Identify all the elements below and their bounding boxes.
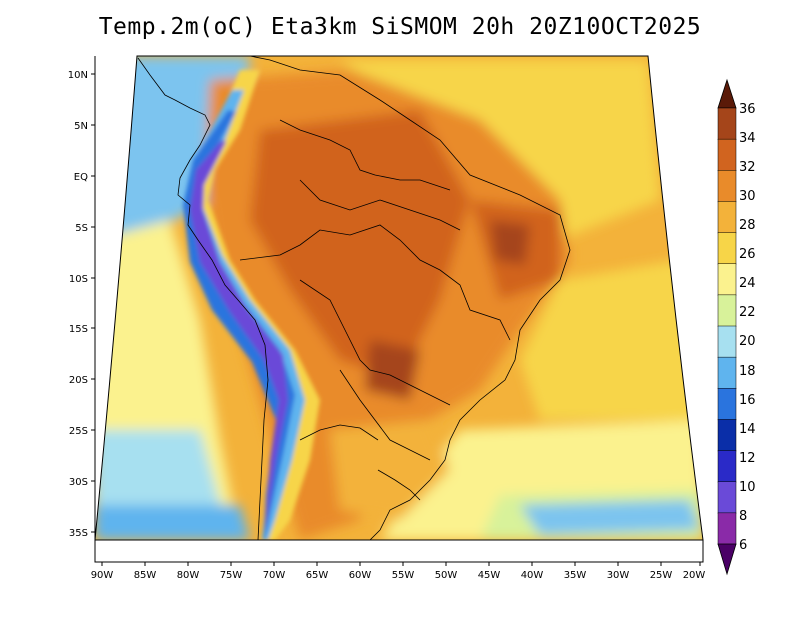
colorbar-label: 32 [739, 160, 756, 175]
colorbar-label: 12 [739, 451, 756, 466]
lon-label: 25W [650, 570, 673, 581]
colorbar-bin [717, 170, 737, 203]
colorbar-label: 18 [739, 364, 756, 379]
lon-label: 55W [392, 570, 415, 581]
colorbar-label: 14 [739, 422, 756, 437]
colorbar-label: 6 [739, 538, 747, 553]
colorbar-bin [717, 356, 737, 390]
lat-label: 30S [69, 477, 88, 488]
lon-label: 50W [435, 570, 458, 581]
lat-label: 20S [69, 375, 88, 386]
lat-label: 10N [68, 70, 88, 81]
colorbar-label: 34 [739, 131, 756, 146]
colorbar-bin [717, 325, 737, 358]
colorbar-label: 28 [739, 218, 756, 233]
colorbar-label: 16 [739, 393, 756, 408]
lat-ticks [91, 73, 95, 533]
colorbar-bin [717, 388, 737, 421]
lat-label: 35S [69, 528, 88, 539]
lon-label: 70W [263, 570, 286, 581]
lon-label: 45W [478, 570, 501, 581]
lon-label: 65W [306, 570, 329, 581]
map-title: Temp.2m(oC) Eta3km SiSMOM 20h 20Z10OCT20… [98, 14, 702, 40]
coastlines-borders [137, 55, 571, 541]
colorbar-bin [717, 450, 737, 483]
colorbar-label: 22 [739, 305, 756, 320]
lon-label: 75W [220, 570, 243, 581]
lon-label: 30W [607, 570, 630, 581]
colorbar-label: 20 [739, 334, 756, 349]
lon-labels: 90W 85W 80W 75W 70W 65W 60W 55W 50W 45W … [91, 570, 706, 581]
colorbar-labels: 36 34 32 30 28 26 24 22 20 18 16 14 12 1… [739, 102, 756, 553]
colorbar-label: 26 [739, 247, 756, 262]
lon-label: 85W [134, 570, 157, 581]
colorbar-bin [717, 512, 737, 545]
colorbar: 36 34 32 30 28 26 24 22 20 18 16 14 12 1… [717, 78, 756, 576]
lon-label: 60W [349, 570, 372, 581]
lon-ticks [101, 562, 701, 566]
colorbar-max-arrow-icon [717, 78, 737, 109]
colorbar-bin [717, 294, 737, 327]
lat-label: 10S [69, 274, 88, 285]
colorbar-bin [717, 232, 737, 265]
colorbar-label: 8 [739, 509, 747, 524]
lat-label: 15S [69, 324, 88, 335]
lon-label: 20W [683, 570, 706, 581]
colorbar-label: 24 [739, 276, 756, 291]
lon-label: 80W [177, 570, 200, 581]
lon-label: 40W [521, 570, 544, 581]
colorbar-bin [717, 263, 737, 296]
colorbar-bin [717, 201, 737, 234]
lat-label: 25S [69, 426, 88, 437]
colorbar-bins [717, 107, 737, 545]
colorbar-label: 10 [739, 480, 756, 495]
lon-label: 90W [91, 570, 114, 581]
lon-label: 35W [564, 570, 587, 581]
colorbar-min-arrow-icon [717, 543, 737, 576]
colorbar-label: 36 [739, 102, 756, 117]
lat-labels: 10N 5N EQ 5S 10S 15S 20S 25S 30S 35S [68, 70, 88, 539]
temperature-field [95, 56, 703, 540]
colorbar-bin [717, 481, 737, 514]
lat-label: EQ [74, 172, 88, 183]
colorbar-label: 30 [739, 189, 756, 204]
lat-label: 5N [74, 121, 88, 132]
lat-label: 5S [75, 223, 88, 234]
colorbar-bin [717, 419, 737, 452]
colorbar-bin [717, 107, 737, 140]
colorbar-bin [717, 138, 737, 172]
